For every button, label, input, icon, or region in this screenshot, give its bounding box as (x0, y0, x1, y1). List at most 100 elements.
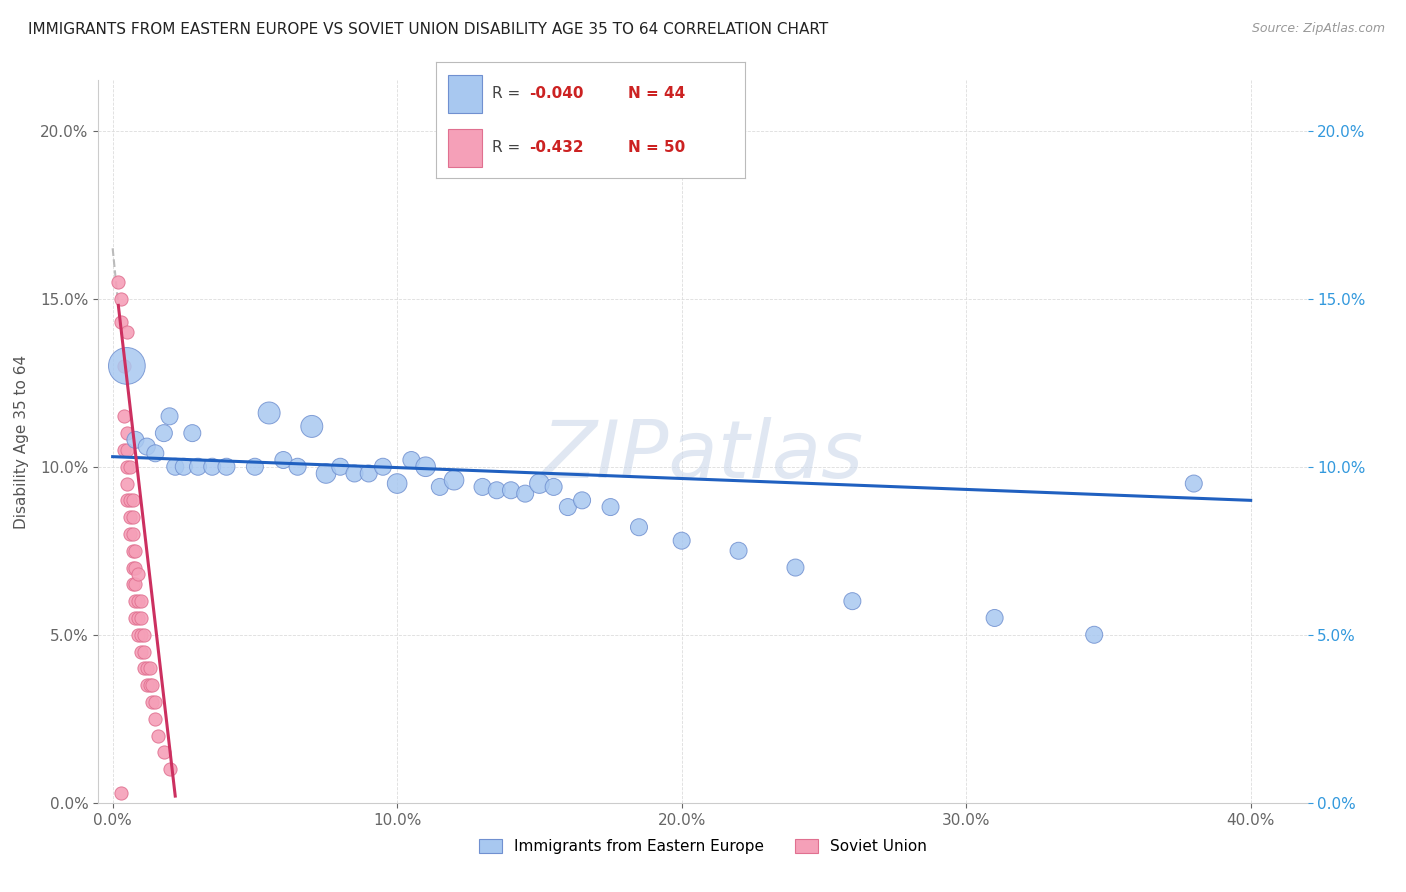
Point (215, 459, 238, 474)
Point (141, 695, 163, 709)
Point (118, 510, 141, 524)
Point (112, 409, 135, 424)
Point (841, 594, 863, 608)
Point (599, 500, 621, 514)
Point (415, 459, 437, 474)
Text: N = 50: N = 50 (627, 139, 685, 154)
Point (124, 433, 146, 447)
Text: ZIPatlas: ZIPatlas (541, 417, 865, 495)
Point (153, 426, 176, 441)
Point (107, 275, 129, 289)
Point (315, 467, 337, 481)
Point (557, 500, 579, 514)
Text: R =: R = (492, 139, 524, 154)
Point (121, 560, 143, 574)
Point (173, 459, 195, 474)
Point (132, 661, 155, 675)
Point (127, 594, 149, 608)
Text: R =: R = (492, 87, 524, 102)
Point (143, 695, 166, 709)
Point (499, 483, 522, 498)
Text: -0.432: -0.432 (529, 139, 583, 154)
Point (138, 678, 160, 692)
Point (143, 712, 166, 726)
Point (118, 459, 141, 474)
Point (118, 493, 141, 508)
Point (401, 453, 423, 467)
Point (159, 409, 181, 424)
Point (785, 560, 807, 574)
Point (115, 326, 138, 340)
Point (471, 480, 494, 494)
Point (257, 406, 280, 420)
Point (121, 527, 143, 541)
Point (127, 567, 149, 582)
Point (1083, 628, 1105, 642)
Point (115, 476, 138, 491)
Point (385, 476, 408, 491)
Point (153, 745, 176, 759)
Point (165, 459, 187, 474)
Point (124, 594, 146, 608)
Point (132, 644, 155, 658)
Point (429, 480, 451, 494)
Text: IMMIGRANTS FROM EASTERN EUROPE VS SOVIET UNION DISABILITY AGE 35 TO 64 CORRELATI: IMMIGRANTS FROM EASTERN EUROPE VS SOVIET… (28, 22, 828, 37)
Point (187, 459, 209, 474)
Point (135, 440, 157, 454)
Point (110, 292, 132, 306)
Point (124, 611, 146, 625)
Point (671, 533, 693, 548)
Point (118, 527, 141, 541)
Point (357, 467, 380, 481)
Point (135, 661, 157, 675)
Point (627, 520, 650, 534)
Point (132, 628, 155, 642)
Point (135, 678, 157, 692)
Text: N = 44: N = 44 (627, 87, 685, 102)
Text: -0.040: -0.040 (529, 87, 583, 102)
FancyBboxPatch shape (449, 75, 482, 113)
Point (129, 644, 152, 658)
Point (146, 729, 169, 743)
Point (127, 611, 149, 625)
Point (529, 476, 551, 491)
Point (571, 493, 593, 508)
Point (243, 459, 266, 474)
Point (301, 419, 323, 434)
Point (141, 678, 163, 692)
Point (115, 493, 138, 508)
Point (129, 594, 152, 608)
Y-axis label: Disability Age 35 to 64: Disability Age 35 to 64 (14, 354, 30, 529)
Point (159, 762, 181, 776)
Point (110, 315, 132, 329)
Point (181, 426, 204, 441)
Point (112, 359, 135, 373)
Point (121, 577, 143, 591)
Point (485, 483, 508, 498)
Point (124, 577, 146, 591)
Point (124, 560, 146, 574)
Point (201, 459, 224, 474)
Point (121, 543, 143, 558)
Point (1182, 476, 1205, 491)
Point (273, 453, 295, 467)
Legend: Immigrants from Eastern Europe, Soviet Union: Immigrants from Eastern Europe, Soviet U… (472, 833, 934, 860)
FancyBboxPatch shape (449, 128, 482, 167)
Point (329, 459, 352, 474)
Point (343, 467, 366, 481)
Point (121, 493, 143, 508)
Point (127, 628, 149, 642)
Point (983, 611, 1005, 625)
Point (110, 786, 132, 800)
Point (112, 442, 135, 457)
Point (115, 459, 138, 474)
Point (129, 611, 152, 625)
Point (371, 459, 394, 474)
Point (129, 628, 152, 642)
Point (115, 359, 138, 373)
Point (543, 480, 565, 494)
Point (443, 473, 465, 487)
Point (138, 661, 160, 675)
Text: Source: ZipAtlas.com: Source: ZipAtlas.com (1251, 22, 1385, 36)
Point (287, 459, 309, 474)
